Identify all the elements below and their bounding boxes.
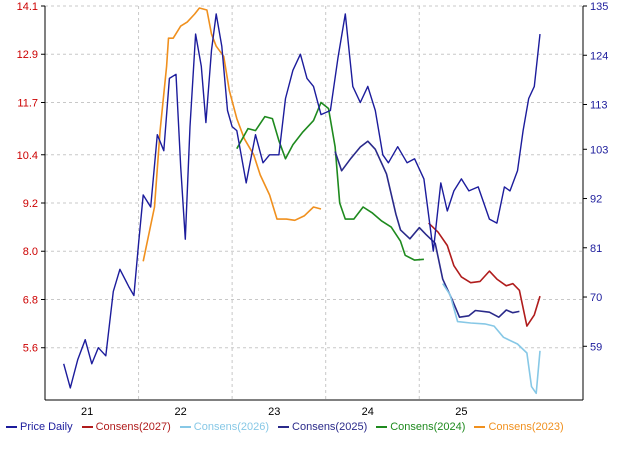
x-tick-label: 22: [175, 406, 187, 418]
left-tick-label: 10.4: [17, 150, 38, 162]
legend-swatch: [81, 426, 93, 429]
legend-item: Consens(2024): [376, 420, 465, 434]
x-tick-label: 21: [81, 406, 93, 418]
left-tick-label: 11.7: [17, 97, 38, 109]
legend-label: Consens(2023): [488, 421, 564, 433]
series-line-consens-2023: [142, 7, 322, 262]
legend-swatch: [179, 426, 191, 429]
legend-item: Consens(2026): [179, 420, 270, 434]
series-line-price-daily: [63, 13, 541, 389]
left-tick-label: 12.9: [17, 49, 38, 61]
right-tick-label: 135: [590, 1, 608, 13]
left-tick-label: 8.0: [23, 246, 38, 258]
x-tick-label: 24: [362, 406, 374, 418]
legend-swatch: [278, 426, 290, 429]
legend-item: Consens(2027): [81, 420, 171, 434]
legend-swatch: [474, 426, 486, 429]
right-tick-label: 81: [590, 243, 602, 255]
legend-item: Price Daily: [6, 420, 73, 434]
series-line-consens-2025: [334, 140, 520, 318]
legend: Price Daily Consens(2027) Consens(2026) Con…: [6, 420, 616, 434]
left-tick-label: 14.1: [17, 1, 38, 13]
right-tick-label: 103: [590, 144, 608, 156]
series-line-consens-2027: [428, 222, 541, 327]
x-tick-label: 25: [455, 406, 467, 418]
right-tick-label: 92: [590, 194, 602, 206]
right-tick-label: 113: [590, 100, 608, 112]
legend-label: Consens(2027): [95, 421, 171, 433]
legend-label: Consens(2025): [292, 421, 368, 433]
legend-item: Consens(2023): [474, 420, 564, 434]
right-tick-label: 70: [590, 292, 602, 304]
left-tick-label: 5.6: [23, 343, 38, 355]
axes: 14.1 12.9 11.7 10.4 9.2 8.0 6.8 5.6 135 124 113 103…: [17, 1, 609, 418]
legend-label: Consens(2026): [193, 421, 270, 433]
series-line-consens-2024: [236, 101, 424, 261]
legend-swatch: [6, 426, 17, 429]
series-lines: [63, 7, 541, 395]
legend-label: Price Daily: [20, 421, 73, 433]
legend-item: Consens(2025): [278, 420, 367, 434]
right-tick-label: 59: [590, 341, 602, 353]
left-tick-label: 6.8: [23, 294, 38, 306]
legend-swatch: [376, 426, 388, 429]
grid-lines: [44, 5, 583, 400]
series-line-consens-2026: [442, 283, 541, 395]
x-tick-label: 23: [268, 406, 280, 418]
legend-label: Consens(2024): [390, 421, 466, 433]
left-tick-label: 9.2: [23, 198, 38, 210]
right-tick-label: 124: [590, 50, 608, 62]
